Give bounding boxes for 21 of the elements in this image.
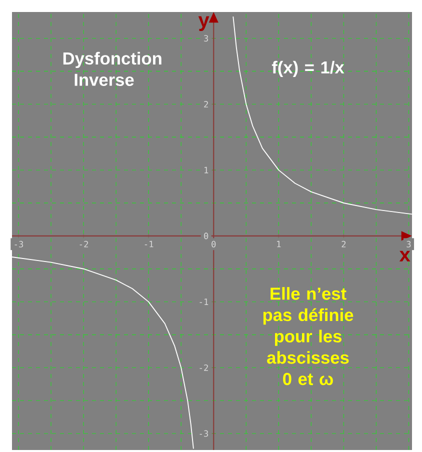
y-tick-label: -3 xyxy=(200,430,208,437)
y-tick-label: 3 xyxy=(204,35,208,42)
y-tick-label: -1 xyxy=(200,298,208,305)
y-axis-title: y xyxy=(198,16,210,31)
y-tick-label: 2 xyxy=(204,101,208,108)
annotation: Dysfonction Inverse xyxy=(63,52,162,86)
y-tick-label: -2 xyxy=(200,364,208,371)
line-series xyxy=(232,16,412,215)
x-tick-label: -2 xyxy=(80,240,88,248)
x-tick-label: 1 xyxy=(277,240,281,248)
x-tick-label: 3 xyxy=(406,240,411,248)
x-tick-label: 0 xyxy=(212,240,216,248)
x-axis-title: x xyxy=(399,250,410,262)
x-tick-label: 2 xyxy=(342,240,346,248)
annotation: f(x) = 1/x xyxy=(272,60,344,78)
y-tick-label: 0 xyxy=(204,232,208,240)
y-tick-label: 1 xyxy=(204,166,208,174)
x-tick-label: -1 xyxy=(144,240,154,248)
annotation: Elle n’est pas définie pour les abscisses 0 et ω xyxy=(263,287,354,386)
line-series xyxy=(12,256,194,450)
x-tick-label: -3 xyxy=(14,240,24,248)
